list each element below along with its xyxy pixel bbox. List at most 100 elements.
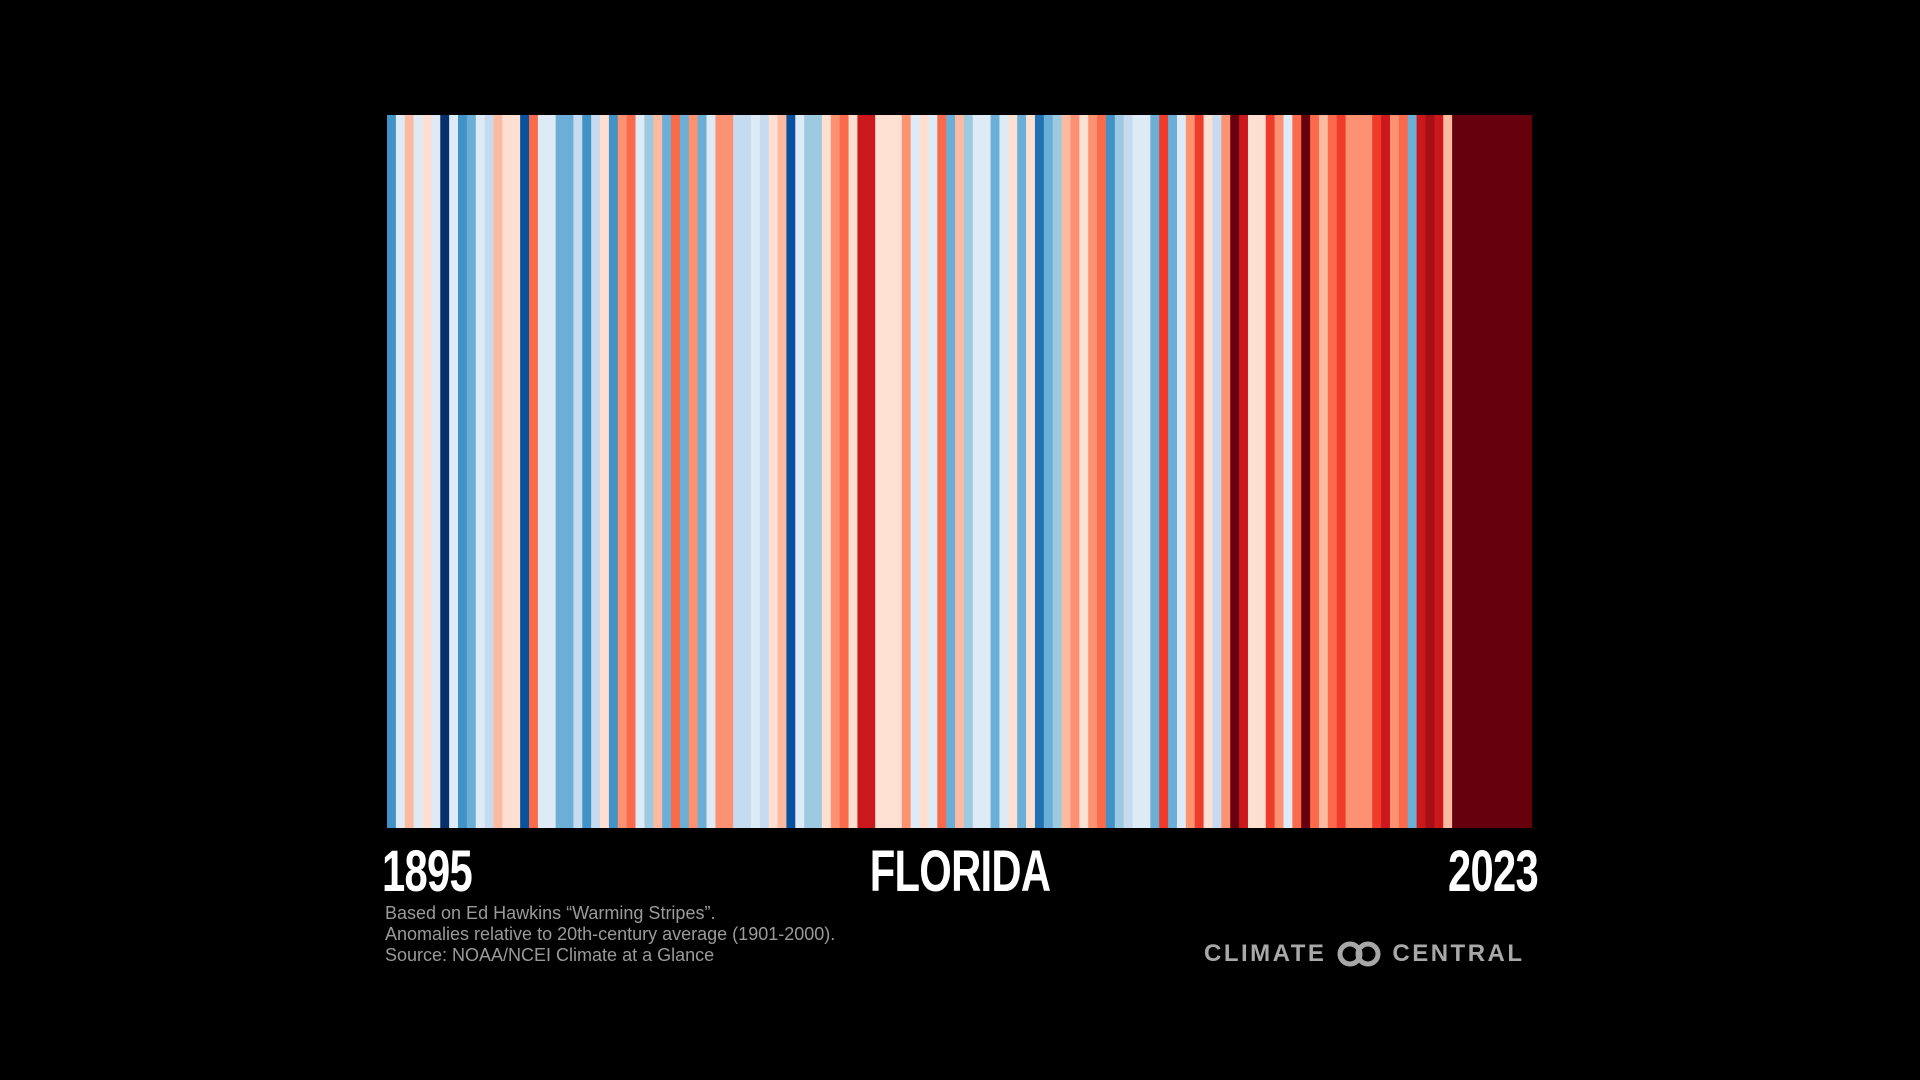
stripe-1912	[537, 115, 548, 828]
footnote-attribution: Based on Ed Hawkins “Warming Stripes”.	[385, 903, 716, 923]
stripe-2021	[1505, 115, 1515, 828]
stripe-1900	[431, 115, 441, 828]
chart-title: FLORIDA	[869, 839, 1051, 904]
stripe-1999	[1310, 115, 1320, 828]
stripe-1914	[555, 115, 566, 828]
stripe-1973	[1079, 115, 1089, 828]
logo-text-right: CENTRAL	[1392, 940, 1525, 967]
stripe-1977	[1114, 115, 1125, 828]
stripe-1919	[600, 115, 610, 828]
stripe-1968	[1034, 115, 1045, 828]
stripe-1937	[759, 115, 770, 828]
stripe-1906	[484, 115, 495, 828]
stripe-1966	[1017, 115, 1027, 828]
stripe-1944	[821, 115, 832, 828]
stripe-1917	[582, 115, 592, 828]
stripe-1964	[999, 115, 1009, 828]
stripe-1922	[626, 115, 637, 828]
stripe-2013	[1434, 115, 1444, 828]
stripe-2002	[1336, 115, 1347, 828]
stripe-1905	[475, 115, 486, 828]
stripe-1909	[511, 115, 521, 828]
stripe-1895	[387, 115, 397, 828]
stripe-1981	[1150, 115, 1160, 828]
stripe-2005	[1363, 115, 1373, 828]
stripe-1935	[742, 115, 752, 828]
stripe-1974	[1088, 115, 1098, 828]
stripe-1933	[724, 115, 734, 828]
stripe-2010	[1407, 115, 1418, 828]
stripe-2003	[1345, 115, 1356, 828]
stripe-2019	[1487, 115, 1498, 828]
logo-text-left: CLIMATE	[1204, 940, 1327, 967]
stripe-1928	[679, 115, 690, 828]
stripe-2022	[1514, 115, 1524, 828]
stripe-1991	[1239, 115, 1249, 828]
stripe-1904	[466, 115, 477, 828]
stripe-1939	[777, 115, 788, 828]
stripe-1903	[458, 115, 468, 828]
stripe-1926	[662, 115, 672, 828]
stripe-1899	[422, 115, 432, 828]
stripe-1978	[1123, 115, 1134, 828]
stripe-1992	[1247, 115, 1258, 828]
logo-rings-icon	[1337, 941, 1381, 967]
stripe-1998	[1301, 115, 1311, 828]
stripe-1911	[529, 115, 539, 828]
stripe-1971	[1061, 115, 1072, 828]
stripe-2014	[1443, 115, 1453, 828]
stripe-1934	[733, 115, 743, 828]
stripe-1950	[875, 115, 885, 828]
stripe-1902	[449, 115, 459, 828]
stripe-1913	[546, 115, 557, 828]
stripe-1979	[1132, 115, 1143, 828]
stripe-1954	[910, 115, 921, 828]
stripe-1931	[706, 115, 717, 828]
stripe-1901	[440, 115, 450, 828]
stripe-1957	[937, 115, 947, 828]
stripe-1997	[1292, 115, 1302, 828]
stripe-1985	[1185, 115, 1196, 828]
stripe-1982	[1159, 115, 1169, 828]
stripe-1986	[1194, 115, 1205, 828]
stripe-1969	[1043, 115, 1054, 828]
stripe-1936	[750, 115, 761, 828]
stripe-1956	[928, 115, 938, 828]
stripe-1907	[493, 115, 503, 828]
stripe-2004	[1354, 115, 1364, 828]
stripe-1949	[866, 115, 876, 828]
stripe-1920	[608, 115, 619, 828]
stripe-1946	[839, 115, 850, 828]
stripe-1963	[990, 115, 1001, 828]
stripe-1959	[955, 115, 965, 828]
stripe-1984	[1176, 115, 1187, 828]
stripe-1976	[1105, 115, 1116, 828]
warming-stripes-chart	[387, 115, 1532, 828]
stripe-1945	[830, 115, 841, 828]
start-year-label: 1895	[382, 839, 473, 904]
stripe-1941	[795, 115, 805, 828]
stripe-1918	[591, 115, 601, 828]
stripe-1990	[1230, 115, 1240, 828]
stripe-1960	[963, 115, 974, 828]
stripe-1980	[1141, 115, 1151, 828]
footnote-baseline: Anomalies relative to 20th-century avera…	[385, 924, 836, 944]
stripe-1965	[1008, 115, 1018, 828]
stripe-2006	[1372, 115, 1382, 828]
footnote-source: Source: NOAA/NCEI Climate at a Glance	[385, 945, 715, 965]
stripe-1929	[688, 115, 699, 828]
stripe-2018	[1478, 115, 1489, 828]
stripe-1943	[813, 115, 823, 828]
stripe-1952	[892, 115, 903, 828]
stripe-1932	[715, 115, 725, 828]
stripe-1915	[564, 115, 574, 828]
stripe-1972	[1070, 115, 1080, 828]
footnotes: Based on Ed Hawkins “Warming Stripes”. A…	[385, 903, 835, 966]
stripe-1983	[1168, 115, 1178, 828]
stripe-1994	[1265, 115, 1276, 828]
stripe-1953	[901, 115, 912, 828]
stripe-1924	[644, 115, 654, 828]
stripe-2001	[1327, 115, 1338, 828]
stripe-2023	[1523, 115, 1532, 828]
stripe-1951	[884, 115, 894, 828]
